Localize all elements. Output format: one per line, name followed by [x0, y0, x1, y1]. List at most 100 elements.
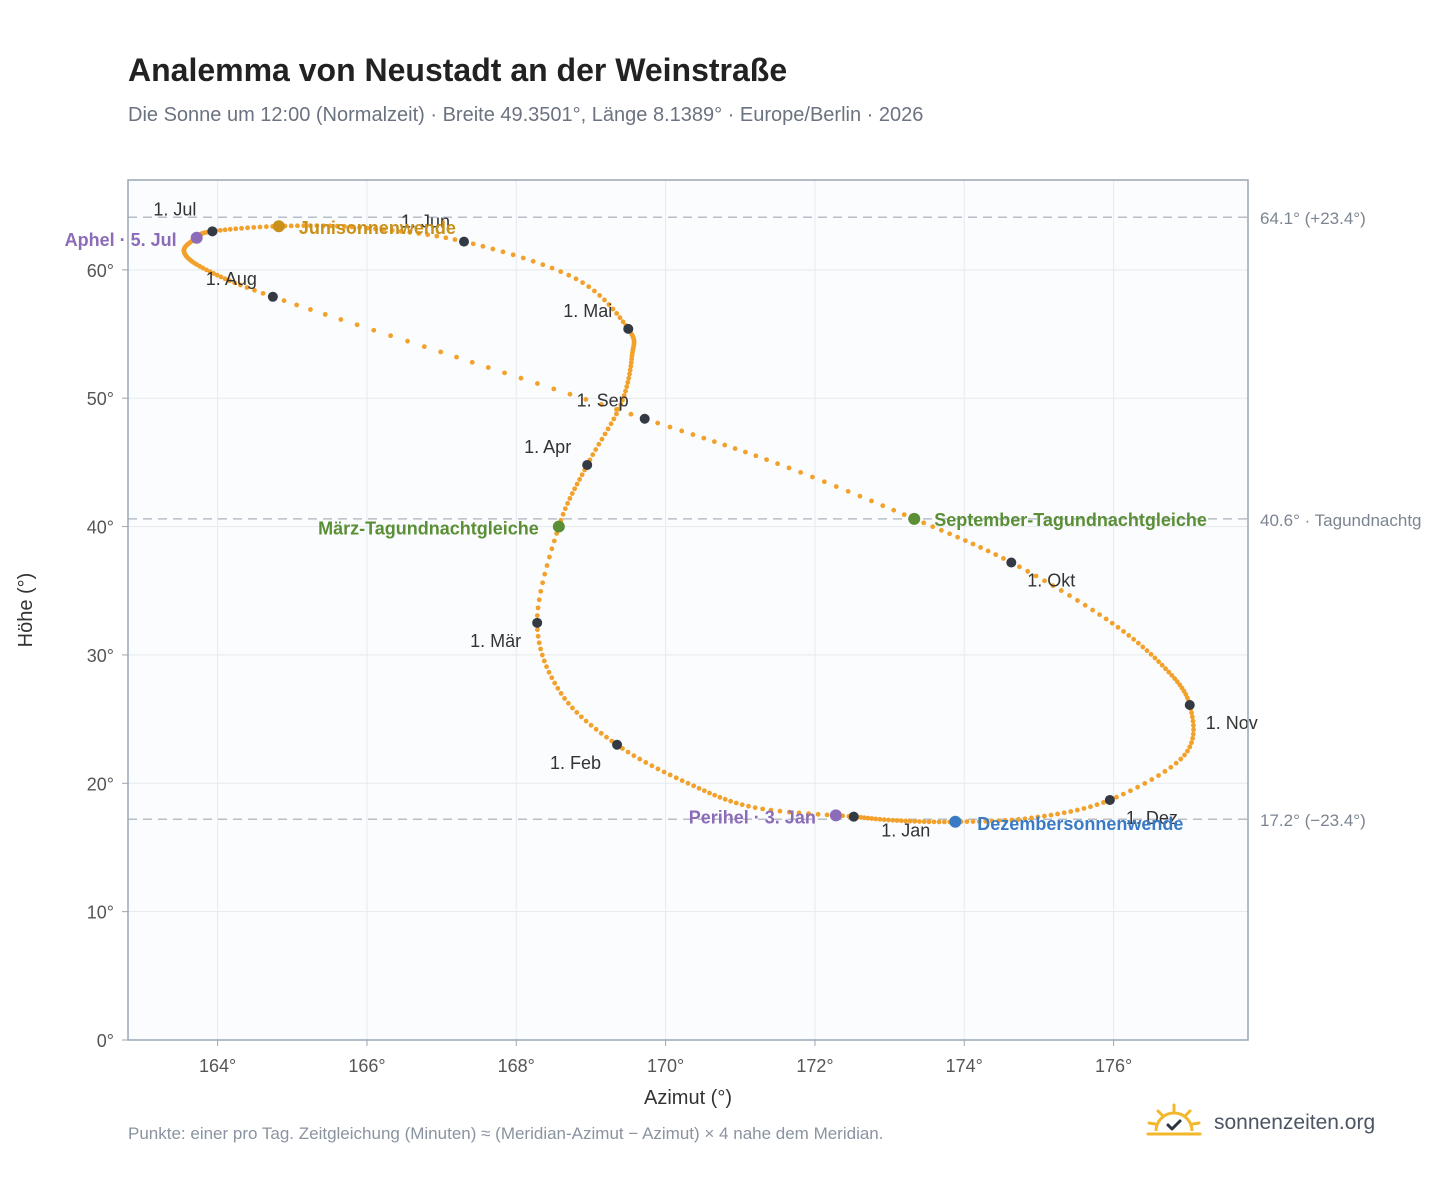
curve-dot — [728, 798, 734, 804]
curve-dot — [574, 481, 580, 487]
curve-dot — [821, 479, 827, 485]
curve-dot — [233, 226, 239, 232]
curve-dot — [628, 411, 634, 417]
curve-dot — [777, 808, 783, 814]
curve-dot — [701, 435, 707, 441]
curve-dot — [535, 605, 541, 611]
event-label: September-Tagundnachtgleiche — [934, 510, 1207, 530]
curve-dot — [605, 426, 611, 432]
x-axis-label: Azimut (°) — [644, 1087, 732, 1109]
curve-dot — [610, 306, 616, 312]
curve-dot — [565, 501, 570, 506]
curve-dot — [1121, 629, 1126, 634]
curve-dot — [204, 267, 209, 273]
event-label: Aphel · 5. Jul — [65, 230, 177, 250]
curve-dot — [207, 269, 213, 275]
curve-dot — [227, 226, 233, 232]
curve-dot — [539, 652, 545, 658]
curve-dot — [1029, 815, 1034, 821]
x-tick-label: 174° — [946, 1056, 983, 1076]
curve-dot — [538, 646, 543, 652]
month-marker-label: 1. Nov — [1206, 713, 1258, 733]
curve-dot — [452, 237, 458, 242]
month-marker-label: 1. Aug — [206, 269, 257, 289]
curve-dot — [518, 375, 524, 381]
curve-dot — [1074, 807, 1080, 813]
curve-dot — [405, 338, 410, 344]
curve-dot — [620, 319, 626, 325]
month-marker-label: 1. Okt — [1027, 571, 1075, 591]
curve-dot — [624, 384, 630, 390]
brand[interactable]: sonnenzeiten.org — [1146, 1103, 1375, 1142]
curve-dot — [520, 255, 526, 261]
month-marker-label: 1. Jan — [881, 821, 930, 841]
curve-dot — [1149, 777, 1155, 782]
curve-dot — [739, 802, 745, 808]
curve-dot — [1050, 583, 1056, 589]
curve-dot — [1094, 802, 1100, 808]
curve-dot — [580, 280, 586, 286]
curve-dot — [696, 785, 702, 791]
curve-dot — [572, 486, 578, 492]
curve-dot — [1067, 593, 1072, 598]
curve-dot — [349, 224, 355, 230]
curve-dot — [416, 231, 422, 236]
curve-dot — [1156, 773, 1161, 778]
y-tick-label: 0° — [97, 1031, 114, 1051]
curve-dot — [1135, 784, 1141, 790]
curve-dot — [964, 819, 970, 825]
curve-dot — [1128, 788, 1133, 794]
curve-dot — [618, 402, 624, 408]
curve-dot — [485, 365, 491, 370]
curve-dot — [260, 290, 266, 296]
x-tick-label: 164° — [199, 1056, 236, 1076]
curve-dot — [732, 446, 738, 451]
y-tick-label: 40° — [87, 518, 114, 538]
curve-dot — [1166, 669, 1172, 675]
curve-dot — [722, 442, 728, 448]
curve-dot — [886, 817, 891, 823]
curve-dot — [598, 730, 604, 736]
curve-dot — [593, 726, 599, 732]
curve-dot — [798, 470, 804, 475]
curve-dot — [898, 818, 904, 824]
curve-dot — [625, 749, 631, 755]
curve-dot — [1048, 812, 1054, 818]
event-marker — [908, 512, 921, 525]
curve-dot — [627, 367, 633, 373]
curve-dot — [599, 402, 604, 407]
curve-dot — [1126, 632, 1132, 638]
curve-dot — [281, 298, 287, 304]
curve-dot — [549, 546, 555, 552]
curve-dot — [865, 815, 871, 821]
curve-dot — [381, 227, 387, 232]
curve-dot — [443, 235, 449, 241]
curve-dot — [544, 664, 549, 670]
curve-dot — [536, 597, 542, 603]
curve-dot — [211, 271, 216, 276]
curve-dot — [232, 280, 238, 286]
curve-dot — [1068, 809, 1074, 814]
x-tick-label: 172° — [796, 1056, 833, 1076]
curve-dot — [558, 269, 564, 275]
curve-dot — [583, 396, 589, 402]
curve-dot — [1190, 731, 1196, 737]
curve-dot — [1090, 607, 1096, 613]
month-marker — [267, 291, 278, 302]
curve-dot — [592, 288, 597, 294]
curve-dot — [891, 507, 897, 513]
curve-dot — [602, 297, 607, 303]
reference-lines: 64.1° (+23.4°) 40.6° · Tagundnachtg 17.2° … — [128, 209, 1422, 830]
event-label: Perihel · 3. Jan — [689, 807, 816, 827]
curve-dot — [534, 613, 540, 619]
curve-dot — [733, 800, 739, 806]
curve-dot — [955, 534, 961, 540]
curve-dot — [421, 344, 427, 350]
curve-dot — [611, 416, 617, 422]
curve-dot — [989, 818, 995, 824]
curve-dot — [691, 783, 697, 789]
curve-dot — [1114, 794, 1119, 800]
curve-dot — [1022, 816, 1028, 822]
curve-dot — [579, 472, 585, 478]
curve-dot — [637, 756, 643, 762]
